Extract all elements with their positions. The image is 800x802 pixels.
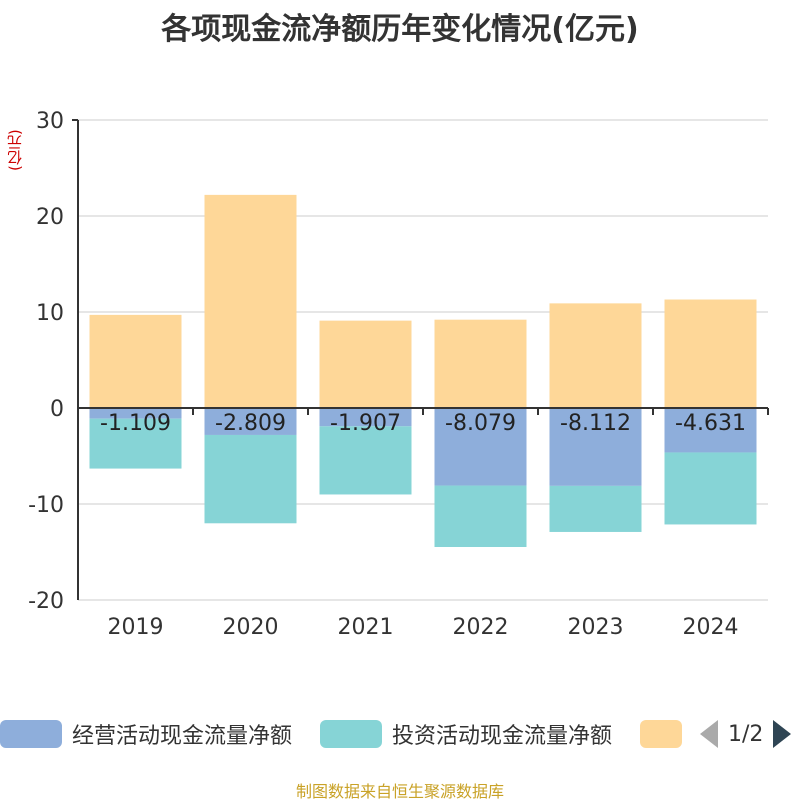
bar-series2-2022 [434, 319, 527, 408]
x-tick-label: 2023 [568, 615, 624, 640]
chart-title: 各项现金流净额历年变化情况(亿元) [161, 12, 639, 47]
legend-page-indicator: 1/2 [728, 721, 764, 747]
bar-series0-2020 [204, 408, 297, 435]
legend-label-investing: 投资活动现金流量净额 [392, 724, 613, 749]
bar-series1-2020 [204, 434, 297, 524]
bar-series0-2021 [319, 408, 412, 427]
legend-swatch-financing [640, 720, 682, 748]
data-label-operating-2021: -1.907 [330, 411, 401, 436]
legend-prev-page-icon[interactable] [700, 720, 718, 748]
bar-series1-2019 [89, 418, 182, 469]
x-tick-label: 2019 [108, 615, 164, 640]
x-tick-label: 2021 [338, 615, 394, 640]
x-tick-label: 2020 [223, 615, 279, 640]
bar-series2-2020 [204, 194, 297, 408]
bar-series2-2021 [319, 320, 412, 408]
legend-next-page-icon[interactable] [773, 720, 792, 748]
bar-series2-2024 [664, 299, 757, 408]
data-label-operating-2022: -8.079 [445, 411, 516, 436]
chart-canvas: 30 20 10 0 -10 -20 -1.109 -2.809 -1.907 -8.079 -8.… [28, 109, 769, 640]
bar-series0-2022 [434, 408, 527, 486]
legend-item-investing[interactable]: 投资活动现金流量净额 [320, 716, 612, 752]
data-label-operating-2024: -4.631 [675, 411, 746, 436]
bar-series0-2023 [549, 408, 642, 486]
y-tick-label: -20 [28, 589, 64, 614]
bar-series0-2019 [89, 408, 182, 419]
data-label-operating-2023: -8.112 [560, 411, 631, 436]
bar-series1-2023 [549, 485, 642, 532]
data-source-note: 制图数据来自恒生聚源数据库 [295, 782, 504, 801]
legend: 经营活动现金流量净额 投资活动现金流量净额 1/2 [0, 716, 800, 752]
legend-swatch-operating [0, 720, 62, 748]
y-tick-label: 20 [36, 205, 64, 230]
legend-swatch-investing [320, 720, 382, 748]
legend-item-financing[interactable] [640, 716, 692, 752]
bar-series2-2023 [549, 303, 642, 408]
x-tick-label: 2022 [453, 615, 509, 640]
data-label-operating-2020: -2.809 [215, 411, 286, 436]
y-tick-label: -10 [28, 493, 64, 518]
y-tick-label: 10 [36, 301, 64, 326]
bar-series1-2022 [434, 485, 527, 547]
y-tick-label: 30 [36, 109, 64, 134]
legend-item-operating[interactable]: 经营活动现金流量净额 [0, 716, 292, 752]
legend-label-operating: 经营活动现金流量净额 [72, 724, 293, 749]
legend-pager: 1/2 [700, 716, 792, 752]
data-label-operating-2019: -1.109 [100, 411, 171, 436]
bar-series2-2019 [89, 314, 182, 408]
x-tick-label: 2024 [683, 615, 739, 640]
bar-series1-2021 [319, 426, 412, 495]
bar-series1-2024 [664, 452, 757, 525]
y-tick-label: 0 [50, 397, 64, 422]
bar-series0-2024 [664, 408, 757, 453]
